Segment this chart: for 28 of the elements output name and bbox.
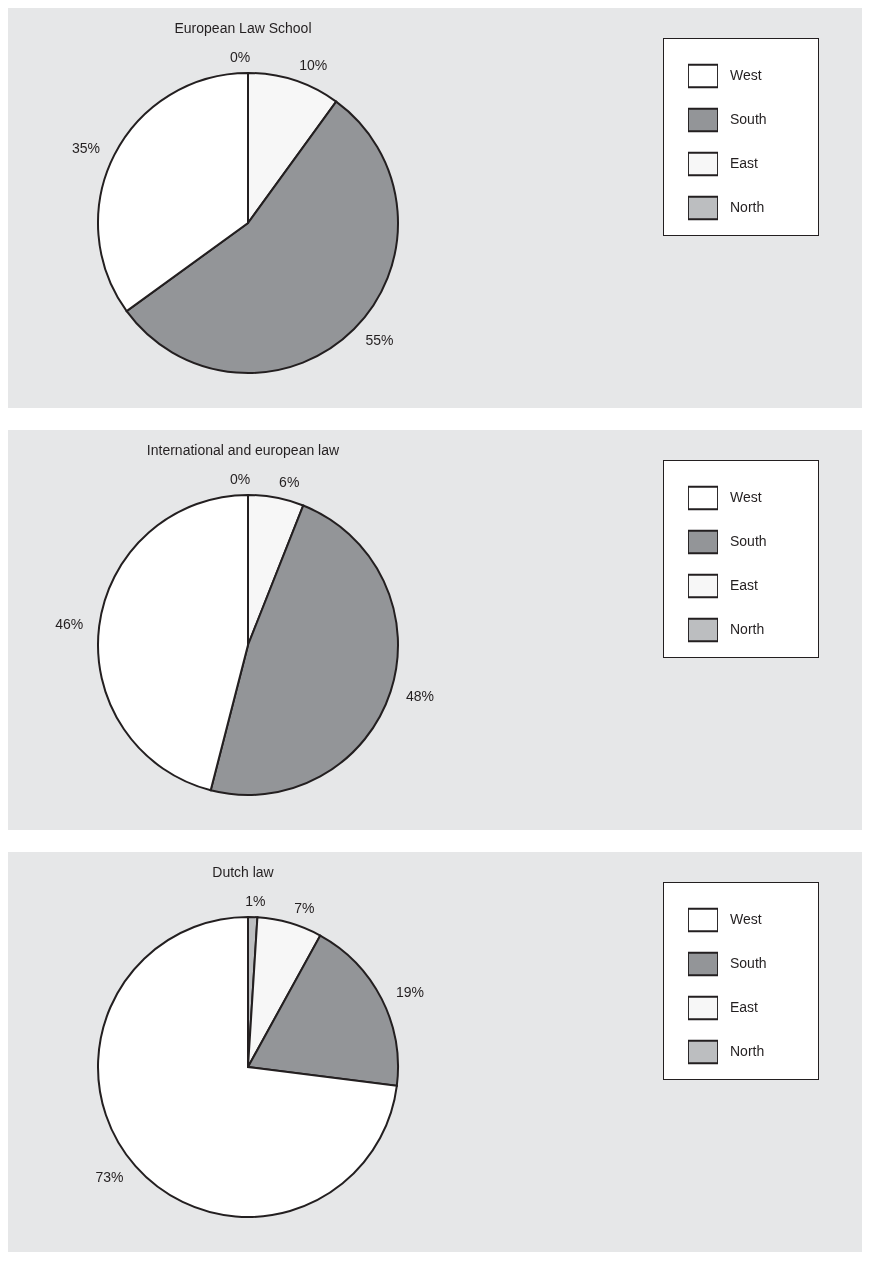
text: 0% bbox=[229, 471, 251, 487]
data-label: 6% bbox=[279, 473, 300, 490]
legend-label: East bbox=[730, 155, 759, 171]
data-label: 35% bbox=[72, 139, 101, 156]
data-label: 1% bbox=[245, 893, 266, 910]
chart-title: Dutch law bbox=[211, 864, 275, 880]
data-label: 19% bbox=[395, 983, 424, 1000]
legend-label: South bbox=[730, 533, 767, 549]
text: 0% bbox=[229, 49, 251, 65]
chart-title: European Law School bbox=[173, 20, 313, 36]
legend-label: North bbox=[730, 199, 765, 215]
legend-label: East bbox=[730, 999, 759, 1015]
data-label: 10% bbox=[299, 57, 328, 74]
data-label: 55% bbox=[365, 332, 394, 349]
data-label: 48% bbox=[405, 688, 434, 705]
legend-label: West bbox=[730, 489, 762, 505]
legend-label: South bbox=[730, 111, 767, 127]
legend-label: West bbox=[730, 67, 762, 83]
data-label: 73% bbox=[95, 1168, 124, 1185]
chart-title: International and european law bbox=[145, 442, 341, 458]
legend-label: North bbox=[730, 621, 765, 637]
legend-label: North bbox=[730, 1043, 765, 1059]
legend-label: East bbox=[730, 577, 759, 593]
legend-label: West bbox=[730, 911, 762, 927]
data-label: 7% bbox=[294, 899, 315, 916]
legend-label: South bbox=[730, 955, 767, 971]
data-label: 46% bbox=[55, 616, 84, 633]
pie-slice bbox=[97, 916, 398, 1218]
